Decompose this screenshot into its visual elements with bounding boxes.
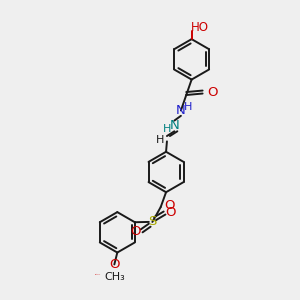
Text: S: S [148, 215, 157, 228]
Text: H: H [184, 102, 193, 112]
Text: HO: HO [191, 21, 209, 34]
Text: O: O [109, 258, 120, 271]
Text: O: O [207, 85, 217, 98]
Text: H: H [156, 135, 165, 145]
Text: O: O [130, 225, 141, 238]
Text: CH₃: CH₃ [105, 272, 125, 282]
Text: methoxy: methoxy [95, 274, 101, 275]
Text: O: O [164, 200, 174, 212]
Text: N: N [176, 104, 186, 117]
Text: O: O [166, 206, 176, 219]
Text: H: H [163, 124, 171, 134]
Text: N: N [169, 119, 179, 132]
